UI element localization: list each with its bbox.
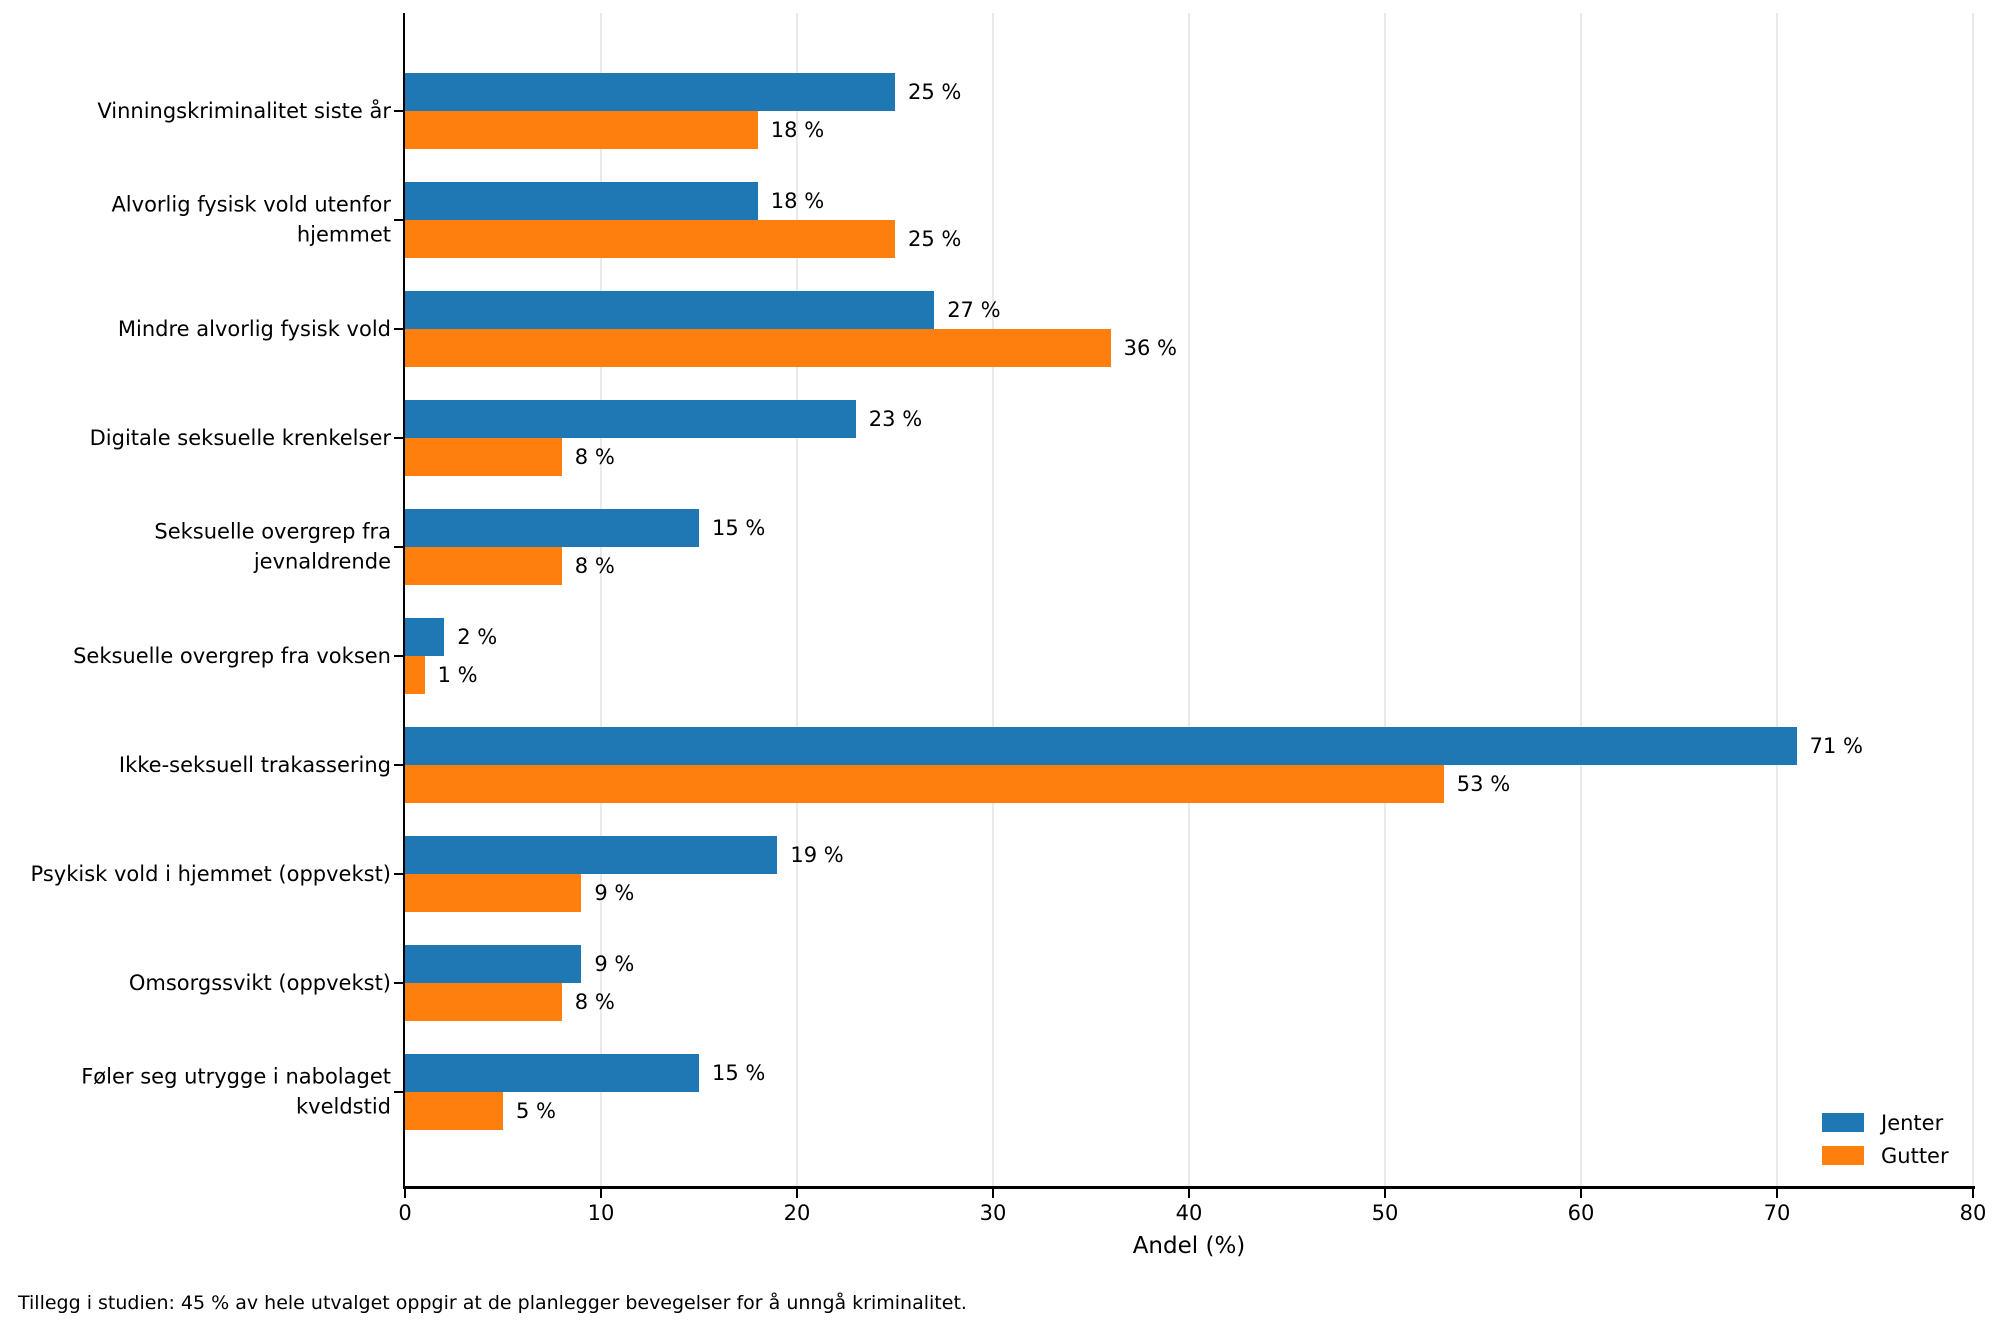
x-tick-label-30: 30 [979, 1201, 1007, 1225]
value-label-jenter-7: 71 % [1809, 734, 1863, 758]
legend-swatch-jenter [1822, 1113, 1864, 1132]
gridline-80 [1972, 13, 1974, 1188]
x-tick-label-70: 70 [1763, 1201, 1791, 1225]
category-label-6: Seksuelle overgrep fra voksen [73, 643, 391, 668]
category-label-7: Ikke-seksuell trakassering [118, 752, 391, 777]
value-label-jenter-8: 19 % [790, 843, 844, 867]
value-label-gutter-3: 36 % [1123, 336, 1177, 360]
x-tick-label-50: 50 [1371, 1201, 1399, 1225]
bar-jenter-8 [405, 836, 778, 874]
bar-jenter-9 [405, 945, 582, 983]
bar-gutter-10 [405, 1092, 503, 1130]
value-label-jenter-5: 15 % [712, 516, 766, 540]
gridline-50 [1384, 13, 1386, 1188]
x-axis-line [403, 1186, 1975, 1189]
legend-item-gutter: Gutter [1822, 1139, 1949, 1172]
legend-label-gutter: Gutter [1881, 1143, 1949, 1168]
x-tick-30 [992, 1189, 994, 1198]
x-tick-80 [1972, 1189, 1974, 1198]
category-tick-2 [394, 219, 404, 221]
value-label-jenter-1: 25 % [908, 80, 962, 104]
legend-label-jenter: Jenter [1881, 1110, 1944, 1135]
bar-jenter-7 [405, 727, 1797, 765]
category-label-3: Mindre alvorlig fysisk vold [117, 316, 391, 341]
category-label-5: Seksuelle overgrep fra jevnaldrende [154, 519, 391, 574]
x-tick-60 [1580, 1189, 1582, 1198]
category-tick-1 [394, 110, 404, 112]
value-label-gutter-2: 25 % [908, 227, 962, 251]
x-tick-label-40: 40 [1175, 1201, 1203, 1225]
value-label-jenter-2: 18 % [770, 189, 825, 213]
category-tick-6 [394, 655, 404, 657]
value-label-gutter-8: 9 % [594, 881, 635, 905]
value-label-jenter-4: 23 % [868, 407, 923, 431]
x-tick-label-60: 60 [1567, 1201, 1595, 1225]
category-label-10: Føler seg utrygge i nabolaget kveldstid [81, 1064, 391, 1119]
gridline-30 [992, 13, 994, 1188]
legend: Jenter Gutter [1822, 1106, 1949, 1172]
bar-gutter-5 [405, 547, 562, 585]
legend-item-jenter: Jenter [1822, 1106, 1949, 1139]
bar-jenter-10 [405, 1054, 699, 1092]
value-label-jenter-3: 27 % [947, 298, 1001, 322]
bar-gutter-9 [405, 983, 562, 1021]
category-tick-8 [394, 873, 404, 875]
gridline-70 [1776, 13, 1778, 1188]
x-tick-label-20: 20 [783, 1201, 811, 1225]
bar-gutter-2 [405, 220, 895, 258]
x-tick-20 [796, 1189, 798, 1198]
category-tick-5 [394, 546, 404, 548]
bar-gutter-3 [405, 329, 1111, 367]
x-axis-title: Andel (%) [1132, 1233, 1246, 1259]
value-label-gutter-9: 8 % [574, 990, 615, 1014]
category-label-2: Alvorlig fysisk vold utenfor hjemmet [111, 192, 391, 247]
gridline-40 [1188, 13, 1190, 1188]
category-tick-3 [394, 328, 404, 330]
value-label-gutter-7: 53 % [1456, 772, 1511, 796]
x-tick-label-10: 10 [587, 1201, 615, 1225]
value-label-gutter-10: 5 % [516, 1099, 556, 1123]
category-tick-10 [394, 1091, 404, 1093]
bar-jenter-6 [405, 618, 445, 656]
bar-jenter-5 [405, 509, 699, 547]
bar-gutter-1 [405, 111, 758, 149]
category-label-4: Digitale seksuelle krenkelser [89, 425, 391, 450]
x-tick-50 [1384, 1189, 1386, 1198]
bar-jenter-3 [405, 291, 935, 329]
category-tick-4 [394, 437, 404, 439]
legend-swatch-gutter [1822, 1146, 1864, 1165]
category-label-9: Omsorgssvikt (oppvekst) [128, 970, 391, 995]
value-label-gutter-5: 8 % [574, 554, 615, 578]
value-label-jenter-6: 2 % [457, 625, 498, 649]
bar-jenter-2 [405, 182, 758, 220]
value-label-gutter-1: 18 % [770, 118, 825, 142]
category-label-1: Vinningskriminalitet siste år [97, 98, 391, 123]
x-tick-70 [1776, 1189, 1778, 1198]
bar-jenter-1 [405, 73, 895, 111]
category-tick-9 [394, 982, 404, 984]
gridline-60 [1580, 13, 1582, 1188]
bar-gutter-4 [405, 438, 562, 476]
bar-jenter-4 [405, 400, 856, 438]
x-tick-40 [1188, 1189, 1190, 1198]
bar-gutter-6 [405, 656, 425, 694]
gridline-10 [600, 13, 602, 1188]
x-tick-label-80: 80 [1959, 1201, 1987, 1225]
category-tick-7 [394, 764, 404, 766]
value-label-gutter-4: 8 % [574, 445, 615, 469]
bar-gutter-7 [405, 765, 1444, 803]
value-label-jenter-10: 15 % [712, 1061, 766, 1085]
category-label-8: Psykisk vold i hjemmet (oppvekst) [30, 861, 391, 886]
plot-area: 25 % 18 % 18 % 25 % 27 % 36 % 23 % 8 % 15 % 8 % 2 … [405, 13, 1974, 1188]
footnote: Tillegg i studien: 45 % av hele utvalget… [18, 1292, 967, 1314]
bar-gutter-8 [405, 874, 582, 912]
gridline-20 [796, 13, 798, 1188]
x-tick-0 [404, 1189, 406, 1198]
x-tick-label-0: 0 [398, 1201, 412, 1225]
x-tick-10 [600, 1189, 602, 1198]
value-label-gutter-6: 1 % [437, 663, 478, 687]
value-label-jenter-9: 9 % [594, 952, 635, 976]
y-axis-line [403, 13, 405, 1189]
